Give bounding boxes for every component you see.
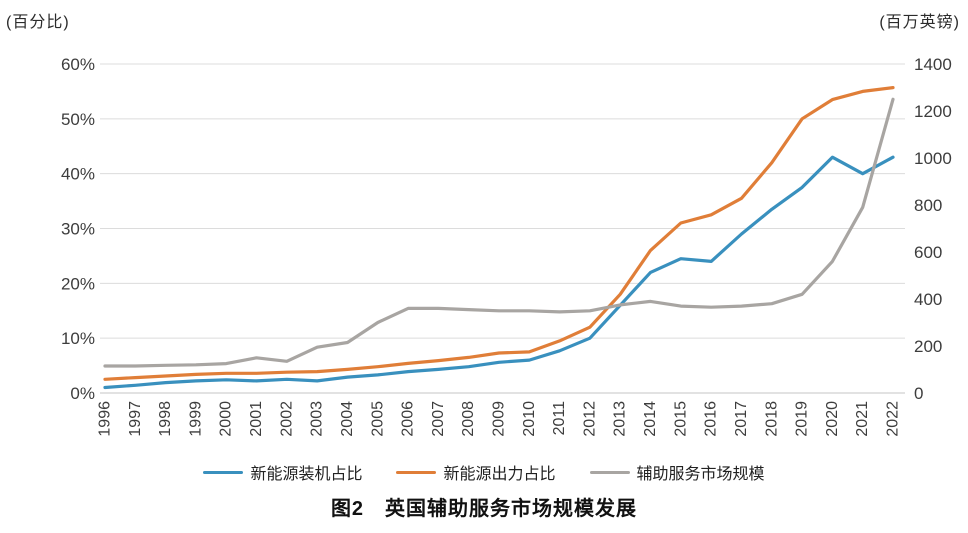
x-axis-tick-label: 2022	[885, 401, 902, 437]
x-axis-tick-label: 2017	[733, 401, 750, 437]
legend-label-market-size: 辅助服务市场规模	[636, 466, 765, 483]
left-axis-unit-label: (百分比)	[6, 14, 70, 31]
x-axis-tick-label: 1996	[97, 401, 114, 437]
y-axis-tick-label-right: 400	[914, 290, 942, 309]
x-axis-tick-label: 2006	[400, 401, 417, 437]
y-axis-tick-label-right: 1400	[914, 55, 952, 74]
x-axis-tick-label: 2011	[551, 401, 568, 436]
legend-swatch-output-share	[396, 470, 437, 474]
x-axis-tick-label: 2003	[309, 401, 326, 437]
x-axis-tick-label: 2015	[672, 401, 689, 437]
x-axis-tick-label: 2002	[278, 401, 295, 437]
figure-caption: 图2 英国辅助服务市场规模发展	[330, 498, 638, 520]
x-axis-tick-label: 1998	[157, 401, 174, 437]
x-axis-tick-label: 1999	[187, 401, 204, 437]
x-axis-tick-label: 2009	[491, 401, 508, 437]
x-axis-tick-label: 2019	[794, 401, 811, 437]
y-axis-tick-label-right: 1200	[914, 102, 952, 121]
legend-label-output-share: 新能源出力占比	[443, 466, 556, 483]
x-axis-tick-label: 2016	[703, 401, 720, 437]
y-axis-tick-label-right: 1000	[914, 149, 952, 168]
right-axis-unit-label: (百万英镑)	[879, 14, 960, 31]
x-axis-tick-label: 2005	[369, 401, 386, 437]
x-axis-tick-label: 2010	[521, 401, 538, 437]
x-axis-tick-label: 2004	[339, 401, 356, 437]
y-axis-tick-label-left: 0%	[70, 384, 95, 403]
legend: 新能源装机占比 新能源出力占比 辅助服务市场规模	[0, 460, 968, 484]
y-axis-tick-label-right: 200	[914, 337, 942, 356]
y-axis-tick-label-left: 40%	[61, 165, 95, 184]
y-axis-tick-label-right: 0	[914, 384, 923, 403]
legend-item-market-size: 辅助服务市场规模	[589, 460, 765, 484]
x-axis-tick-label: 2001	[248, 401, 265, 437]
legend-item-capacity-share: 新能源装机占比	[203, 460, 362, 484]
x-axis-tick-label: 2014	[642, 401, 659, 437]
y-axis-tick-label-left: 30%	[61, 220, 95, 239]
x-axis-tick-label: 2008	[460, 401, 477, 437]
x-axis-tick-label: 2021	[854, 401, 871, 437]
y-axis-tick-label-left: 10%	[61, 329, 95, 348]
legend-swatch-market-size	[589, 470, 630, 474]
series-line-output-share	[103, 85, 895, 381]
y-axis-tick-label-left: 50%	[61, 110, 95, 129]
x-axis-tick-label: 2013	[612, 401, 629, 437]
y-axis-tick-label-right: 800	[914, 196, 942, 215]
x-axis-tick-label: 2000	[218, 401, 235, 437]
series-line-capacity-share	[103, 155, 895, 390]
x-axis-tick-label: 2012	[581, 401, 598, 437]
y-axis-tick-label-left: 20%	[61, 274, 95, 293]
y-axis-tick-label-left: 60%	[61, 55, 95, 74]
x-axis-tick-label: 2018	[763, 401, 780, 437]
legend-swatch-capacity-share	[203, 470, 244, 474]
legend-label-capacity-share: 新能源装机占比	[250, 466, 363, 483]
series-line-market-size	[103, 97, 895, 368]
x-axis-tick-label: 2020	[824, 401, 841, 437]
legend-item-output-share: 新能源出力占比	[396, 460, 556, 484]
line-chart: 0% 10% 20% 30% 40% 50% 60% 0 200 400 600 800 1000 120…	[61, 55, 952, 437]
x-axis-tick-label: 2007	[430, 401, 447, 437]
y-axis-tick-label-right: 600	[914, 243, 942, 262]
x-axis-tick-label: 1997	[127, 401, 144, 437]
